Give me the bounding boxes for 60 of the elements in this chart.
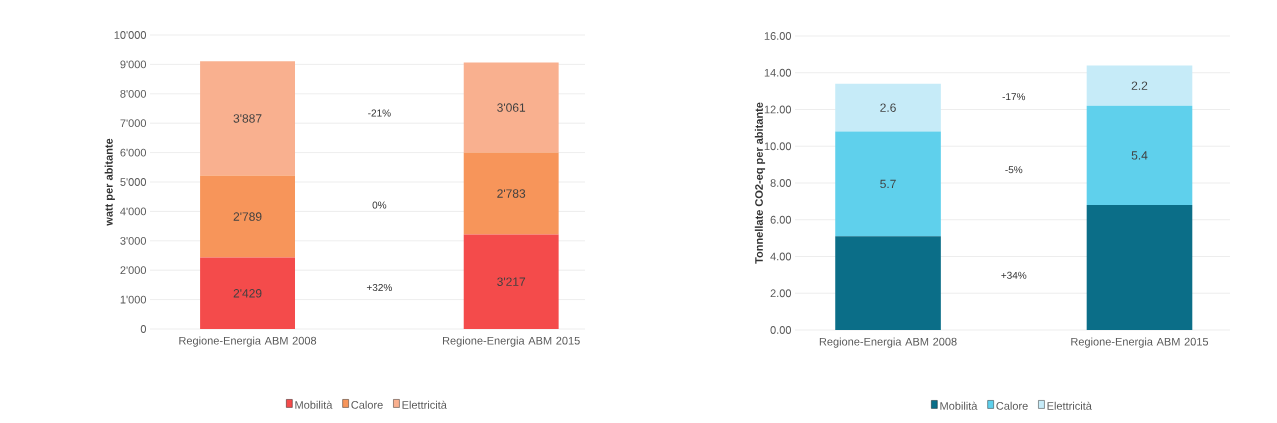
- annotation: +34%: [1001, 271, 1027, 279]
- data-label: 2'429: [233, 289, 262, 298]
- bar: [1086, 205, 1193, 331]
- annotation: +32%: [366, 283, 392, 292]
- x-tick-label: Regione-Energia ABM 2008: [819, 337, 957, 348]
- legend-label: Elettricità: [1047, 401, 1092, 410]
- bar: [463, 234, 559, 330]
- bar: [835, 83, 941, 132]
- annotation: -21%: [368, 109, 391, 117]
- annotation: -5%: [1005, 166, 1023, 174]
- data-label: 5.7: [880, 179, 896, 189]
- y-tick-label: 2'000: [120, 266, 147, 275]
- bar: [835, 236, 941, 331]
- bar: [200, 61, 295, 176]
- x-tick-label: Regione-Energia ABM 2015: [1071, 337, 1209, 348]
- legend-label: Elettricità: [402, 400, 447, 409]
- bar: [200, 257, 295, 330]
- annotation: 0%: [372, 201, 387, 209]
- bar: [463, 152, 559, 235]
- legend-label: Calore: [351, 400, 383, 409]
- y-axis-title: watt per abitante: [104, 138, 115, 226]
- x-tick-label: Regione-Energia ABM 2015: [443, 336, 580, 347]
- y-tick-label: 8'000: [120, 89, 147, 98]
- bar: [835, 131, 941, 237]
- y-tick-label: 7'000: [120, 119, 147, 128]
- data-label: 2.2: [1131, 81, 1148, 90]
- y-tick-label: 14.00: [764, 68, 792, 77]
- y-axis-title: Tonnellate CO2-eq per abitante: [754, 102, 766, 264]
- y-tick-label: 2.00: [770, 289, 792, 298]
- data-label: 3'061: [497, 103, 526, 112]
- data-label: 2.6: [880, 103, 896, 112]
- data-label: 3'887: [233, 114, 262, 123]
- y-tick-label: 1'000: [120, 295, 147, 304]
- bar: [200, 175, 295, 258]
- y-tick-label: 8.00: [770, 179, 792, 187]
- data-label: 2'783: [497, 189, 526, 198]
- y-tick-label: 4.00: [770, 252, 792, 261]
- legend-label: Calore: [996, 401, 1028, 410]
- y-tick-label: 16.00: [764, 32, 792, 40]
- y-tick-label: 0.00: [770, 326, 792, 334]
- y-tick-label: 4'000: [120, 207, 147, 216]
- bar: [463, 62, 559, 153]
- x-tick-label: Regione-Energia ABM 2008: [179, 336, 317, 347]
- data-label: 2'789: [233, 212, 262, 221]
- y-tick-label: 10.00: [764, 142, 792, 151]
- y-tick-label: 9'000: [120, 60, 147, 69]
- bar: [1086, 65, 1193, 106]
- y-tick-label: 0: [140, 325, 147, 333]
- y-tick-label: 6.00: [770, 215, 792, 224]
- legend-label: Mobilità: [940, 401, 978, 410]
- y-tick-label: 12.00: [764, 105, 792, 114]
- data-label: 3'217: [497, 277, 526, 286]
- y-tick-label: 10'000: [114, 31, 147, 39]
- bar: [1086, 105, 1193, 206]
- y-tick-label: 6'000: [120, 148, 147, 157]
- y-tick-label: 3'000: [120, 236, 147, 245]
- y-tick-label: 5'000: [120, 178, 147, 186]
- data-label: 5.4: [1131, 151, 1148, 160]
- legend-label: Mobilità: [295, 400, 333, 409]
- annotation: -17%: [1002, 93, 1026, 101]
